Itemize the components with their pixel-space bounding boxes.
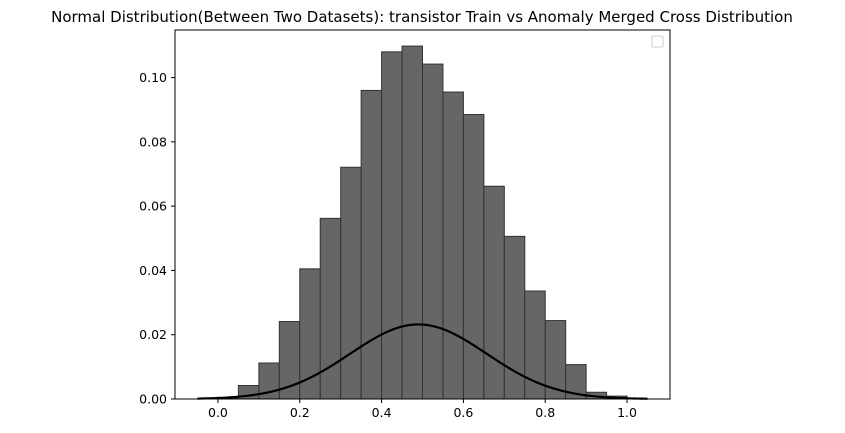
x-axis: 0.0 0.2 0.4 0.6 0.8 1.0 [208,399,637,420]
x-tick-label: 0.4 [372,405,392,420]
y-tick-label: 0.04 [139,263,167,278]
histogram-bar [422,63,444,400]
histogram-bar [360,89,383,400]
histogram-bar [401,45,423,400]
x-tick-label: 0.8 [535,405,555,420]
x-tick-label: 0.6 [453,405,473,420]
histogram-bar [462,114,485,400]
plot-area [174,29,671,400]
histogram-bar [299,268,321,400]
x-tick-label: 0.2 [290,405,310,420]
histogram-bar [381,51,403,400]
y-tick-label: 0.00 [139,392,167,407]
histogram-bar [442,91,464,400]
normal-curve-line [197,323,648,400]
legend-box [651,35,664,48]
x-tick-label: 1.0 [617,405,637,420]
histogram-bar [340,166,362,400]
y-tick-label: 0.02 [139,327,167,342]
axes-frame [174,29,671,400]
y-tick-label: 0.06 [139,199,167,214]
histogram-bar [483,185,505,400]
chart-title: Normal Distribution(Between Two Datasets… [51,8,793,26]
legend [651,35,664,48]
y-axis: 0.00 0.02 0.04 0.06 0.08 0.10 [139,70,175,407]
y-tick-label: 0.08 [139,134,167,149]
x-tick-label: 0.0 [208,405,228,420]
y-tick-label: 0.10 [139,70,167,85]
